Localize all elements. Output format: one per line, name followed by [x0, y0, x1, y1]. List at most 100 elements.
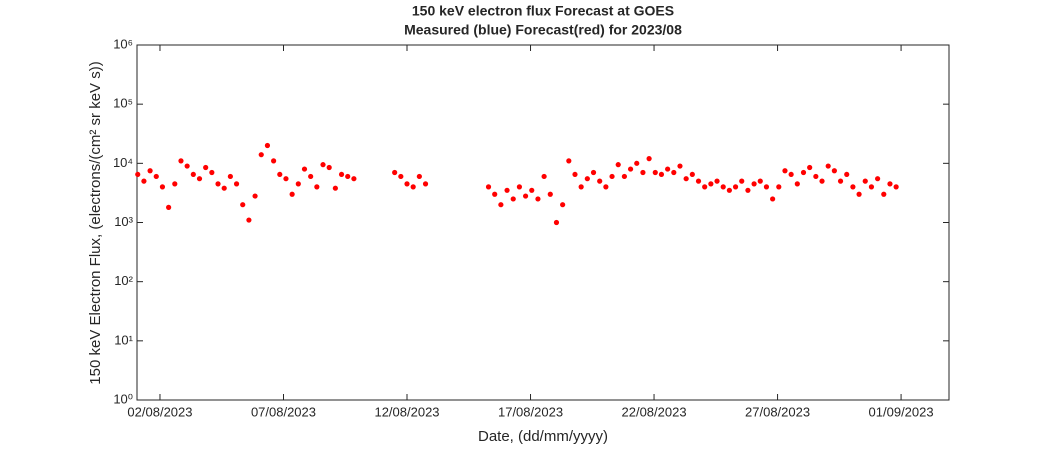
data-point [739, 178, 745, 184]
data-point [271, 158, 277, 164]
data-point [844, 171, 850, 178]
data-point [535, 196, 541, 202]
data-point [819, 178, 825, 184]
data-point [831, 168, 837, 174]
data-point [332, 185, 338, 191]
data-point [751, 181, 757, 187]
data-point [277, 171, 283, 178]
data-point [209, 169, 215, 176]
data-point [665, 166, 671, 172]
data-point [215, 181, 221, 187]
data-point [856, 191, 862, 197]
data-point [745, 187, 751, 193]
y-tick-label: 10⁰ [113, 391, 133, 406]
data-point [837, 178, 844, 184]
data-point [498, 202, 504, 208]
data-point [338, 171, 345, 178]
data-point [190, 171, 196, 178]
data-point [572, 171, 578, 178]
data-point [135, 171, 141, 178]
data-point [893, 184, 899, 190]
data-point [714, 178, 720, 184]
data-point [763, 184, 770, 190]
data-point [689, 171, 695, 178]
data-point [289, 191, 295, 197]
data-point [147, 168, 153, 174]
x-tick-label: 12/08/2023 [374, 404, 439, 419]
data-point [609, 173, 615, 180]
data-point [308, 173, 314, 180]
data-point [788, 171, 794, 178]
data-point [658, 171, 665, 178]
data-point [233, 181, 240, 187]
data-point [862, 178, 868, 184]
x-tick-label: 07/08/2023 [251, 404, 316, 419]
x-axis-label: Date, (dd/mm/yyyy) [478, 428, 608, 445]
data-point [702, 184, 708, 190]
data-point [221, 185, 227, 191]
data-point [422, 181, 429, 187]
data-point [807, 164, 813, 171]
data-point [398, 173, 404, 180]
data-point [264, 142, 271, 149]
data-point [603, 184, 609, 190]
x-tick-label: 27/08/2023 [745, 404, 810, 419]
y-tick-label: 10² [114, 273, 133, 288]
y-tick-label: 10³ [114, 214, 133, 229]
data-point [887, 181, 893, 187]
data-point [345, 173, 351, 180]
data-point [320, 162, 326, 168]
data-point [560, 202, 566, 208]
data-point [708, 181, 714, 187]
data-point [757, 178, 763, 184]
data-point [410, 184, 416, 190]
data-point [416, 173, 422, 180]
chart-title: 150 keV electron flux Forecast at GOES [412, 3, 674, 19]
data-point [646, 156, 652, 162]
data-point [485, 184, 492, 190]
x-tick-label: 01/09/2023 [869, 404, 934, 419]
data-point [541, 173, 547, 180]
data-point [621, 173, 627, 180]
data-point [850, 184, 856, 190]
y-tick-label: 10⁶ [113, 36, 133, 51]
data-point [258, 152, 264, 158]
data-point [825, 163, 831, 169]
data-point [566, 158, 572, 164]
data-point [627, 166, 634, 172]
data-point [326, 164, 332, 171]
data-point [590, 169, 597, 176]
data-point [314, 184, 320, 190]
data-point [634, 160, 640, 166]
y-axis-label: 150 keV Electron Flux, (electrons/(cm² s… [87, 61, 104, 384]
data-point [184, 163, 190, 169]
data-point [782, 168, 788, 174]
data-point [776, 184, 782, 190]
data-point [881, 191, 887, 197]
data-point [252, 193, 258, 199]
data-point [770, 196, 776, 202]
data-point [504, 187, 510, 193]
x-tick-label: 02/08/2023 [127, 404, 192, 419]
data-point [875, 176, 881, 182]
data-point [166, 204, 172, 210]
data-point [677, 163, 683, 169]
data-point [794, 181, 800, 187]
data-point [392, 169, 398, 176]
data-point [529, 187, 535, 193]
data-point [584, 176, 590, 182]
data-point [159, 184, 166, 190]
y-tick-label: 10⁴ [113, 155, 133, 170]
x-tick-label: 22/08/2023 [622, 404, 687, 419]
data-point [615, 162, 621, 168]
y-tick-label: 10⁵ [113, 96, 133, 111]
data-point [640, 169, 646, 176]
data-point [683, 176, 689, 182]
data-point [246, 217, 252, 223]
data-point [597, 178, 603, 184]
data-point [510, 196, 516, 202]
data-point [516, 184, 523, 190]
data-point [553, 219, 560, 226]
